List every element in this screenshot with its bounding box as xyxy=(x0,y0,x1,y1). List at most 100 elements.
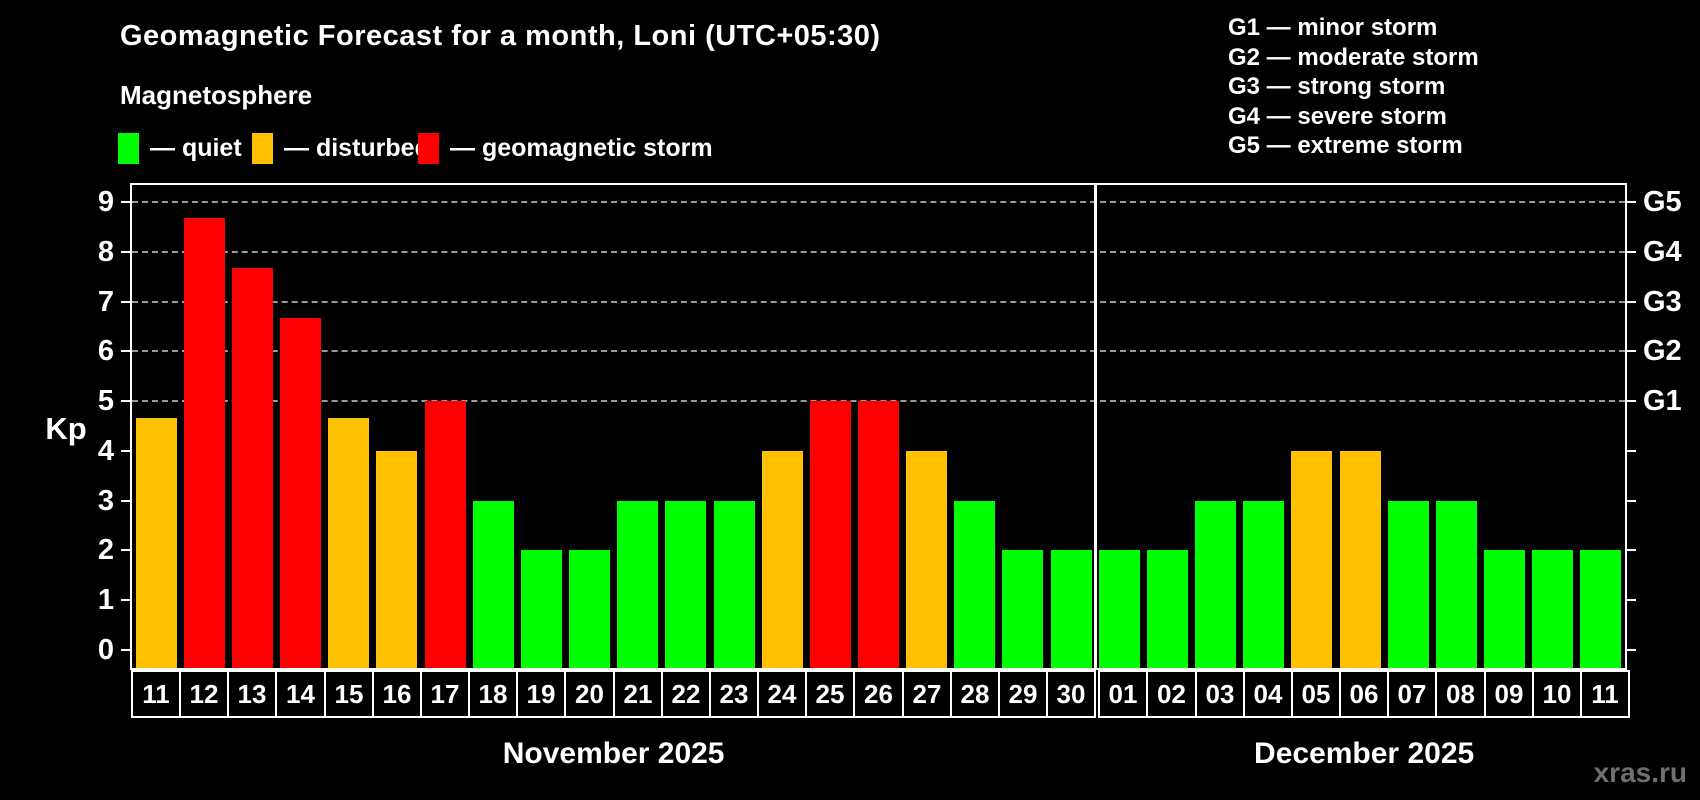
gridline-kp-7 xyxy=(132,300,1625,303)
date-label: 07 xyxy=(1387,670,1437,718)
kp-bar xyxy=(1435,500,1477,668)
date-label: 01 xyxy=(1098,670,1148,718)
kp-bar xyxy=(1484,550,1526,668)
kp-bar xyxy=(1050,550,1092,668)
y-tick-label: 5 xyxy=(97,385,114,418)
y-tick-right xyxy=(1627,300,1636,303)
kp-bar xyxy=(954,500,996,668)
kp-bar xyxy=(1291,450,1333,668)
disturbed-color-swatch-icon xyxy=(252,133,273,164)
date-label: 02 xyxy=(1146,670,1197,718)
y-tick-left xyxy=(121,350,130,353)
storm-scale-legend-line: G5 — extreme storm xyxy=(1228,132,1463,159)
y-tick-left xyxy=(121,649,130,652)
date-label: 18 xyxy=(468,670,518,718)
y-tick-label: 7 xyxy=(97,285,114,318)
storm-color-swatch-icon xyxy=(418,133,439,164)
date-label: 30 xyxy=(1046,670,1096,718)
date-label: 04 xyxy=(1243,670,1293,718)
kp-bar xyxy=(376,450,418,668)
y-tick-right xyxy=(1627,649,1636,652)
kp-bar xyxy=(1580,550,1622,668)
legend-item-quiet: — quiet xyxy=(118,133,242,164)
legend-item-storm: — geomagnetic storm xyxy=(418,133,713,164)
month-separator-line xyxy=(1093,185,1097,668)
month-label: November 2025 xyxy=(502,737,725,770)
storm-scale-legend-line: G1 — minor storm xyxy=(1228,14,1438,41)
date-label: 20 xyxy=(564,670,615,718)
y-tick-label: 8 xyxy=(97,235,114,268)
g-scale-label-g3: G3 xyxy=(1643,285,1682,318)
date-label: 11 xyxy=(131,670,181,718)
date-label: 03 xyxy=(1195,670,1245,718)
y-tick-left xyxy=(121,400,130,403)
date-label: 23 xyxy=(709,670,759,718)
y-tick-label: 6 xyxy=(97,335,114,368)
legend-item-disturbed: — disturbed xyxy=(252,133,430,164)
date-label: 28 xyxy=(950,670,1000,718)
kp-bar xyxy=(1532,550,1574,668)
gridline-kp-8 xyxy=(132,250,1625,253)
y-tick-right xyxy=(1627,599,1636,602)
date-label: 10 xyxy=(1532,670,1582,718)
y-tick-label: 1 xyxy=(97,584,114,617)
kp-bar xyxy=(906,450,948,668)
y-tick-label: 0 xyxy=(97,634,114,667)
date-label: 16 xyxy=(372,670,422,718)
y-tick-left xyxy=(121,549,130,552)
date-label: 21 xyxy=(613,670,663,718)
kp-bar xyxy=(569,550,611,668)
legend-item-label: — disturbed xyxy=(284,134,430,162)
y-tick-right xyxy=(1627,200,1636,203)
kp-bar xyxy=(231,268,273,668)
gridline-kp-6 xyxy=(132,350,1625,353)
date-label: 06 xyxy=(1339,670,1389,718)
kp-bar xyxy=(280,317,322,668)
g-scale-label-g4: G4 xyxy=(1643,235,1682,268)
kp-bar xyxy=(183,218,225,668)
y-tick-right xyxy=(1627,350,1636,353)
kp-bar xyxy=(1339,450,1381,668)
date-label: 22 xyxy=(661,670,711,718)
kp-bar xyxy=(1098,550,1140,668)
gridline-kp-9 xyxy=(132,200,1625,203)
plot-area xyxy=(130,183,1627,670)
y-tick-left xyxy=(121,449,130,452)
legend-item-label: — geomagnetic storm xyxy=(450,134,713,162)
y-axis-title: Kp xyxy=(45,411,87,446)
kp-bar xyxy=(472,500,514,668)
kp-bar xyxy=(1146,550,1188,668)
storm-scale-legend-line: G3 — strong storm xyxy=(1228,73,1446,100)
date-label: 19 xyxy=(516,670,566,718)
month-label: December 2025 xyxy=(1254,737,1475,770)
y-tick-left xyxy=(121,200,130,203)
date-label: 05 xyxy=(1291,670,1341,718)
date-label: 08 xyxy=(1435,670,1486,718)
date-label: 26 xyxy=(853,670,904,718)
date-label: 15 xyxy=(324,670,374,718)
date-label: 17 xyxy=(420,670,470,718)
kp-bar xyxy=(809,401,851,668)
kp-bar xyxy=(1002,550,1044,668)
kp-bar xyxy=(617,500,659,668)
chart-title: Geomagnetic Forecast for a month, Loni (… xyxy=(120,20,881,52)
kp-bar xyxy=(1195,500,1237,668)
date-label: 25 xyxy=(805,670,855,718)
quiet-color-swatch-icon xyxy=(118,133,139,164)
date-label: 09 xyxy=(1484,670,1534,718)
watermark: xras.ru xyxy=(1593,757,1687,788)
kp-bar xyxy=(328,417,370,668)
legend-item-label: — quiet xyxy=(150,134,242,162)
g-scale-label-g2: G2 xyxy=(1643,335,1682,368)
y-tick-right xyxy=(1627,400,1636,403)
date-label: 29 xyxy=(998,670,1048,718)
y-tick-left xyxy=(121,300,130,303)
kp-bar xyxy=(135,417,177,668)
kp-bar xyxy=(713,500,755,668)
kp-bar xyxy=(1387,500,1429,668)
date-label: 13 xyxy=(227,670,277,718)
kp-bar xyxy=(1243,500,1285,668)
kp-bar xyxy=(665,500,707,668)
y-tick-label: 3 xyxy=(97,484,114,517)
